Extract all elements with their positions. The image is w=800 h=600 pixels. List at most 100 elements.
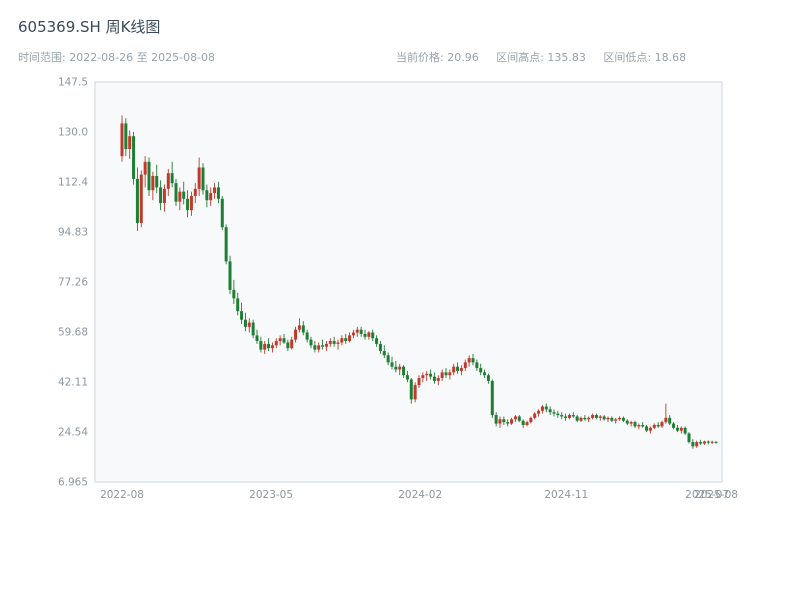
candle-body [147, 161, 151, 191]
candle-body [552, 412, 556, 414]
candle-body [459, 368, 463, 371]
candle-body [220, 198, 224, 228]
candle-body [274, 341, 278, 346]
candle-body [440, 372, 444, 379]
candle-body [128, 136, 132, 149]
candle-body [436, 378, 440, 381]
candle-body [656, 424, 660, 427]
candle-body [321, 345, 325, 347]
candle-body [498, 419, 502, 424]
candle-body [548, 409, 552, 413]
candle-body [375, 338, 379, 344]
x-tick-label: 2023-05 [249, 489, 293, 501]
candle-body [517, 416, 521, 421]
candle-body [486, 375, 490, 381]
candle-body [633, 422, 637, 427]
candle-body [328, 341, 332, 344]
candle-body [417, 378, 421, 386]
candle-body [247, 322, 251, 327]
candle-body [255, 335, 259, 342]
y-tick-label: 24.54 [58, 426, 88, 438]
candle-body [378, 343, 382, 352]
candle-body [189, 195, 193, 211]
candle-body [452, 366, 456, 373]
candle-body [336, 342, 340, 344]
candle-body [687, 433, 691, 443]
time-range-label: 时间范围: 2022-08-26 至 2025-08-08 [18, 51, 216, 64]
candle-body [309, 339, 313, 346]
candle-body [556, 413, 560, 416]
candle-body [429, 373, 433, 377]
candle-body [359, 329, 363, 334]
candle-body [533, 413, 537, 418]
candle-body [159, 187, 163, 204]
candle-body [162, 188, 166, 204]
candle-body [286, 342, 290, 349]
candle-body [332, 341, 336, 344]
y-tick-label: 6.965 [58, 477, 88, 489]
candle-body [305, 332, 309, 340]
candle-body [267, 343, 271, 349]
candle-body [386, 355, 390, 363]
candle-body [575, 416, 579, 421]
candle-body [124, 123, 128, 149]
candle-body [313, 345, 317, 350]
candle-body [324, 343, 328, 347]
candle-body [143, 161, 147, 175]
candle-body [409, 379, 413, 400]
candle-body [540, 406, 544, 411]
candle-body [398, 366, 402, 370]
candle-body [606, 417, 610, 420]
range-low-stat: 区间低点: 18.68 [603, 51, 687, 64]
candle-body [263, 343, 267, 350]
candle-body [186, 198, 190, 211]
candle-body [382, 351, 386, 356]
candle-body [463, 362, 467, 369]
candle-body [270, 345, 274, 349]
candle-body [139, 174, 143, 223]
candle-body [413, 385, 417, 400]
candle-body [151, 176, 155, 191]
y-tick-label: 94.83 [58, 226, 88, 238]
candle-body [637, 424, 641, 427]
candle-body [479, 368, 483, 373]
candle-body [645, 426, 649, 431]
candle-body [614, 419, 618, 421]
candle-body [583, 417, 587, 420]
candle-body [448, 372, 452, 376]
candle-body [672, 423, 676, 428]
candle-body [170, 173, 174, 184]
candle-body [587, 417, 591, 420]
candle-body [683, 427, 687, 434]
candle-body [444, 372, 448, 376]
candle-body [629, 422, 633, 424]
candle-body [297, 325, 301, 330]
range-high-stat: 区间高点: 135.83 [496, 51, 586, 64]
y-tick-label: 147.5 [58, 77, 88, 89]
candle-body [178, 191, 182, 202]
candle-body [467, 358, 471, 363]
candle-body [174, 183, 178, 202]
candle-body [278, 338, 282, 342]
candle-body [594, 415, 598, 418]
candle-body [348, 335, 352, 342]
candle-body [621, 417, 625, 421]
y-tick-label: 77.26 [58, 276, 88, 288]
candle-body [610, 417, 614, 421]
candle-body [641, 424, 645, 427]
candle-body [432, 376, 436, 381]
candle-body [213, 187, 217, 194]
candle-body [344, 338, 348, 342]
candle-body [691, 442, 695, 447]
current-price-stat: 当前价格: 20.96 [396, 51, 479, 64]
candle-body [618, 417, 622, 420]
candle-body [537, 410, 541, 414]
candle-body [201, 167, 205, 191]
candle-body [363, 333, 367, 337]
candle-body [679, 427, 683, 431]
candle-body [421, 375, 425, 379]
candle-body [294, 329, 298, 340]
candle-body [513, 416, 517, 420]
candle-body [675, 427, 679, 431]
candle-body [521, 420, 525, 425]
